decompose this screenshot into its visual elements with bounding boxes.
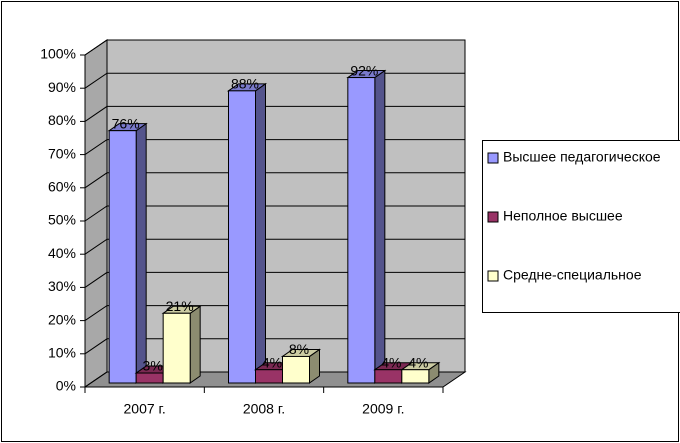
bar	[282, 355, 310, 384]
y-tick-label: 40%	[48, 245, 76, 261]
bar	[401, 369, 430, 384]
bar-side	[189, 305, 201, 384]
y-tick-label: 90%	[48, 79, 76, 95]
bar-side	[255, 82, 266, 384]
y-tick-label: 60%	[48, 179, 76, 195]
bar	[228, 90, 256, 384]
bar	[108, 130, 137, 384]
grid-line	[84, 271, 465, 288]
value-label: 88%	[231, 76, 259, 92]
grid-line	[84, 39, 465, 56]
legend-swatch	[487, 270, 499, 282]
value-label: 21%	[166, 298, 194, 314]
x-tick-label: 2007 г.	[124, 401, 166, 417]
bar	[374, 369, 403, 384]
y-tick-label: 50%	[48, 212, 76, 228]
y-tick-label: 10%	[48, 345, 76, 361]
bar-side	[135, 122, 147, 384]
value-label: 4%	[408, 354, 428, 370]
y-tick-label: 30%	[48, 278, 76, 294]
y-tick-label: 100%	[40, 46, 76, 62]
bar	[162, 312, 191, 384]
grid-line	[84, 371, 465, 388]
grid-line	[84, 205, 465, 222]
value-label: 4%	[381, 354, 401, 370]
bar	[135, 372, 164, 384]
x-tick-label: 2008 г.	[243, 401, 285, 417]
bar	[347, 77, 376, 384]
y-tick-label: 70%	[48, 145, 76, 161]
legend-box	[482, 140, 680, 313]
bar	[255, 369, 283, 384]
grid-line	[84, 305, 465, 322]
value-label: 76%	[112, 115, 140, 131]
value-label: 4%	[262, 354, 282, 370]
legend-swatch	[487, 211, 499, 223]
grid-line	[84, 238, 465, 255]
bar-side	[374, 69, 386, 384]
legend-label: Неполное высшее	[503, 208, 623, 224]
grid-line	[84, 139, 465, 156]
value-label: 8%	[289, 341, 309, 357]
legend: Высшее педагогическое Неполное высшее Сред…	[482, 140, 680, 313]
y-tick-label: 20%	[48, 311, 76, 327]
legend-swatch	[487, 152, 499, 164]
value-label: 3%	[143, 358, 163, 374]
grid-line	[84, 72, 465, 89]
grid-line	[84, 172, 465, 189]
grid-line	[84, 105, 465, 122]
legend-label: Высшее педагогическое	[503, 149, 661, 165]
grid-line	[84, 338, 465, 355]
x-tick-label: 2009 г.	[362, 401, 404, 417]
y-tick-label: 0%	[56, 378, 76, 394]
legend-label: Средне-специальное	[503, 267, 642, 283]
value-label: 92%	[350, 62, 378, 78]
y-tick-label: 80%	[48, 112, 76, 128]
